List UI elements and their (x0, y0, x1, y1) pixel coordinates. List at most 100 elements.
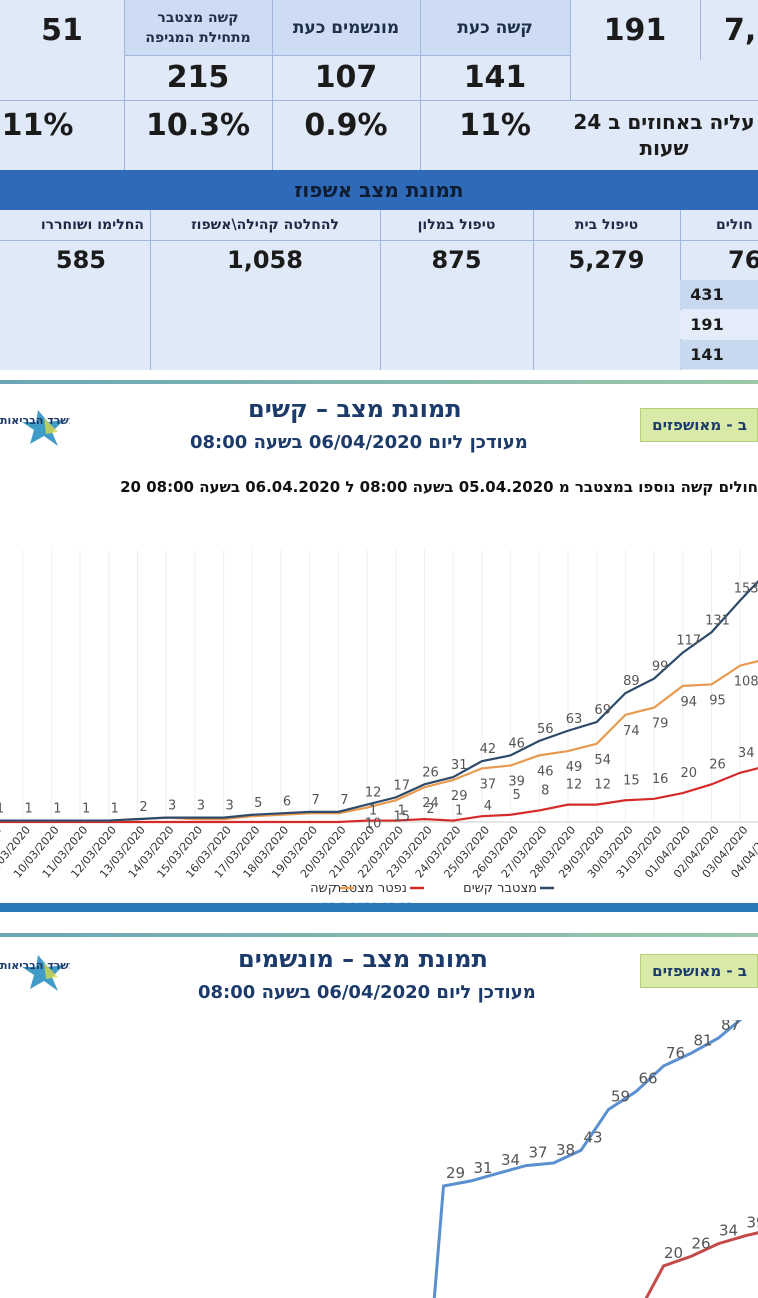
data-label: 63 (566, 712, 583, 727)
ventilated-chart: 29313437384359667681879620263439 (432, 1020, 758, 1298)
data-label: 66 (638, 1070, 657, 1088)
severe-chart: 1111123335677121726314246566369899911713… (0, 550, 758, 905)
side-value-1: 431 (680, 280, 758, 309)
data-label: 39 (746, 1214, 758, 1232)
value-far-right: 7,6 (724, 12, 758, 48)
data-label: 131 (705, 613, 730, 628)
slide-ventilated: משרד הבריאות תמונת מצב – מונשמים מעודכן … (0, 925, 758, 1298)
data-label: 26 (422, 765, 439, 780)
data-label: 1 (398, 804, 406, 819)
data-label: 7 (340, 793, 348, 808)
slide1-note: חולים קשה נוספו במצטבר מ 05.04.2020 בשעה… (120, 478, 758, 496)
summary-table: 7,6 191 קשה כעת מונשמים כעת קשה מצטבר מת… (0, 0, 758, 370)
hosp-header-patients: חולים (680, 210, 758, 240)
top-accent-bar (0, 380, 758, 384)
data-label: 76 (666, 1044, 685, 1062)
ministry-logo: משרד הבריאות (0, 953, 77, 993)
ventilated-now-value: 107 (314, 60, 378, 95)
hosp-value-hotel-care: 875 (431, 246, 482, 274)
severe-now-value: 141 (463, 60, 527, 95)
data-label: 12 (594, 778, 611, 793)
data-label: 2 (426, 802, 434, 817)
header-ventilated-now: מונשמים כעת (272, 0, 420, 55)
value-far-left: 51 (41, 12, 83, 48)
slide1-hospitalized-tag: ב - מאושפזים (640, 408, 758, 442)
data-label: 49 (566, 760, 583, 775)
data-label: 87 (721, 1020, 740, 1034)
data-label: 1 (111, 802, 119, 817)
data-label: 42 (480, 742, 497, 757)
slide-severe: משרד הבריאות תמונת מצב – קשים מעודכן ליו… (0, 370, 758, 925)
grid-line (0, 240, 758, 241)
data-label: 24 (422, 796, 439, 811)
value-ventilated-source: 191 (603, 12, 667, 48)
grid-line (124, 55, 570, 56)
data-label: 56 (537, 722, 554, 737)
data-label: 20 (664, 1244, 683, 1262)
side-value-2: 191 (680, 310, 758, 339)
data-label: 69 (594, 703, 611, 718)
hosp-value-home-care: 5,279 (568, 246, 645, 274)
data-label: 153 (734, 581, 758, 596)
grid-line (420, 0, 421, 170)
hosp-header-recovered: החלימו ושוחררו (0, 210, 150, 240)
data-label: 31 (451, 758, 468, 773)
data-label: 37 (528, 1144, 547, 1162)
deceased-line (644, 1231, 758, 1298)
data-label: 38 (556, 1141, 575, 1159)
hosp-header-hotel-care: טיפול במלון (380, 210, 533, 240)
data-label: 1 (82, 802, 90, 817)
ministry-logo-icon: משרד הבריאות (0, 955, 77, 991)
hosp-value-recovered: 585 (55, 246, 106, 274)
pct-increase-label: עליה באחוזים ב 24 שעות (573, 110, 755, 160)
data-label: 29 (446, 1164, 465, 1182)
bottom-accent-bar (0, 903, 758, 912)
data-label: 108 (734, 675, 758, 690)
data-label: 5 (254, 796, 262, 811)
data-label: 46 (508, 736, 525, 751)
data-label: 4 (484, 799, 492, 814)
data-label: 3 (225, 799, 233, 814)
series-line-2 (0, 767, 758, 824)
data-label: 15 (394, 809, 411, 824)
data-label: 3 (197, 799, 205, 814)
legend-label: מצטבר קשים (463, 881, 537, 896)
data-label: 6 (283, 794, 291, 809)
data-label: 37 (480, 777, 497, 792)
data-label: 34 (719, 1222, 738, 1240)
data-label: 10 (365, 817, 382, 832)
side-value-3: 141 (680, 340, 758, 369)
data-label: 8 (541, 783, 549, 798)
data-label: 20 (681, 766, 698, 781)
ventilated-now-pct: 0.9% (304, 107, 388, 143)
data-label: 31 (473, 1159, 492, 1177)
data-label: 89 (623, 674, 640, 689)
data-label: 12 (566, 778, 583, 793)
hosp-header-home-care: טיפול בית (533, 210, 680, 240)
hosp-value-pending: 1,058 (227, 246, 303, 274)
data-label: 29 (451, 789, 468, 804)
far-left-pct: 11% (1, 107, 74, 143)
data-label: 1 (369, 804, 377, 819)
data-label: 59 (611, 1087, 630, 1105)
hospitalization-banner: תמונת מצב אשפוז (0, 170, 758, 210)
header-severe-cumulative: קשה מצטבר מתחילת המגיפה (124, 0, 272, 55)
grid-line (380, 210, 381, 370)
grid-line (124, 0, 125, 170)
header-severe-now: קשה כעת (420, 0, 570, 55)
data-label: 81 (693, 1031, 712, 1049)
data-label: 3 (168, 799, 176, 814)
data-label: 54 (594, 753, 611, 768)
data-label: 26 (691, 1234, 710, 1252)
data-label: 39 (508, 775, 525, 790)
data-label: 99 (652, 660, 669, 675)
data-label: 2 (139, 800, 147, 815)
ministry-logo: משרד הבריאות (0, 408, 77, 448)
grid-line (150, 210, 151, 370)
legend-label: קשה (310, 881, 337, 896)
data-label: 1 (455, 804, 463, 819)
grid-line (700, 0, 701, 60)
data-label: 46 (537, 764, 554, 779)
grid-line (272, 0, 273, 170)
slide1-subtitle: מעודכן ליום 06/04/2020 בשעה 08:00 (190, 432, 528, 453)
